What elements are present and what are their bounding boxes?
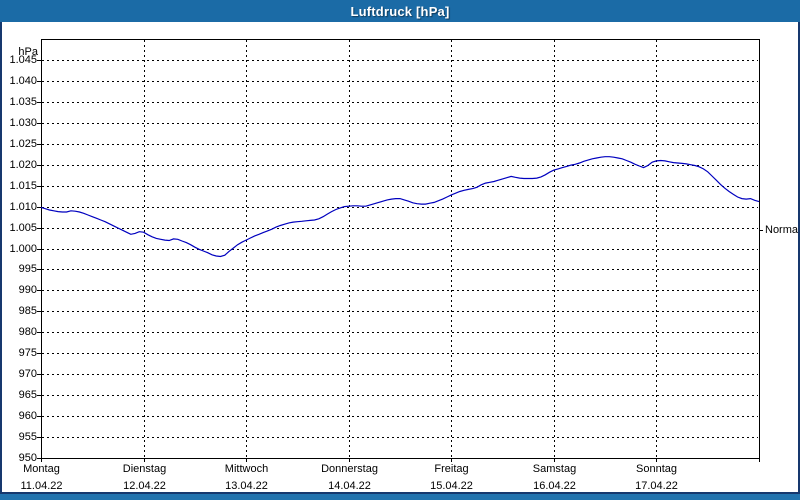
y-tick-label: 1.040: [9, 75, 37, 87]
x-day-label: Donnerstag: [321, 463, 378, 475]
y-tick-label: 995: [18, 263, 37, 275]
y-tick-label: 985: [18, 305, 37, 317]
y-tick-label: 1.030: [9, 117, 37, 129]
x-day-label: Samstag: [532, 463, 577, 475]
y-tick-label: 970: [18, 368, 37, 380]
y-tick-label: 960: [18, 410, 37, 422]
x-date-label: 11.04.22: [20, 480, 63, 492]
y-tick-label: 980: [18, 326, 37, 338]
window-bottom-strip: [0, 494, 800, 500]
x-day-label: Montag: [23, 463, 60, 475]
y-tick-label: 1.015: [9, 180, 37, 192]
y-tick-label: 975: [18, 347, 37, 359]
normal-marker-label: Normal: [765, 224, 800, 236]
x-day-label: Sonntag: [636, 463, 677, 475]
y-tick-label: 1.035: [9, 96, 37, 108]
y-tick-label: 1.025: [9, 138, 37, 150]
x-day-label: Mittwoch: [224, 463, 269, 475]
window-border-bottom: [0, 492, 800, 494]
y-tick-label: 1.020: [9, 159, 37, 171]
y-tick-label: 990: [18, 284, 37, 296]
window-border-left: [0, 22, 2, 500]
x-date-label: 17.04.22: [635, 480, 678, 492]
y-tick-label: 950: [18, 452, 37, 464]
y-tick-label: 1.000: [9, 243, 37, 255]
window-title: Luftdruck [hPa]: [350, 3, 450, 19]
x-date-label: 14.04.22: [328, 480, 371, 492]
y-tick-label: 1.005: [9, 222, 37, 234]
y-axis-unit-label: hPa: [18, 46, 38, 58]
x-date-label: 16.04.22: [533, 480, 576, 492]
pressure-line: [40, 156, 760, 258]
y-tick-label: 1.010: [9, 201, 37, 213]
x-date-label: 15.04.22: [430, 480, 473, 492]
y-tick-label: 955: [18, 431, 37, 443]
x-day-label: Dienstag: [122, 463, 167, 475]
title-bar[interactable]: Luftdruck [hPa]: [0, 0, 800, 22]
x-day-label: Freitag: [434, 463, 469, 475]
x-date-label: 13.04.22: [225, 480, 268, 492]
window-border-right: [798, 22, 800, 500]
y-tick-label: 965: [18, 389, 37, 401]
y-tick-label: 1.045: [9, 54, 37, 66]
x-date-label: 12.04.22: [123, 480, 166, 492]
